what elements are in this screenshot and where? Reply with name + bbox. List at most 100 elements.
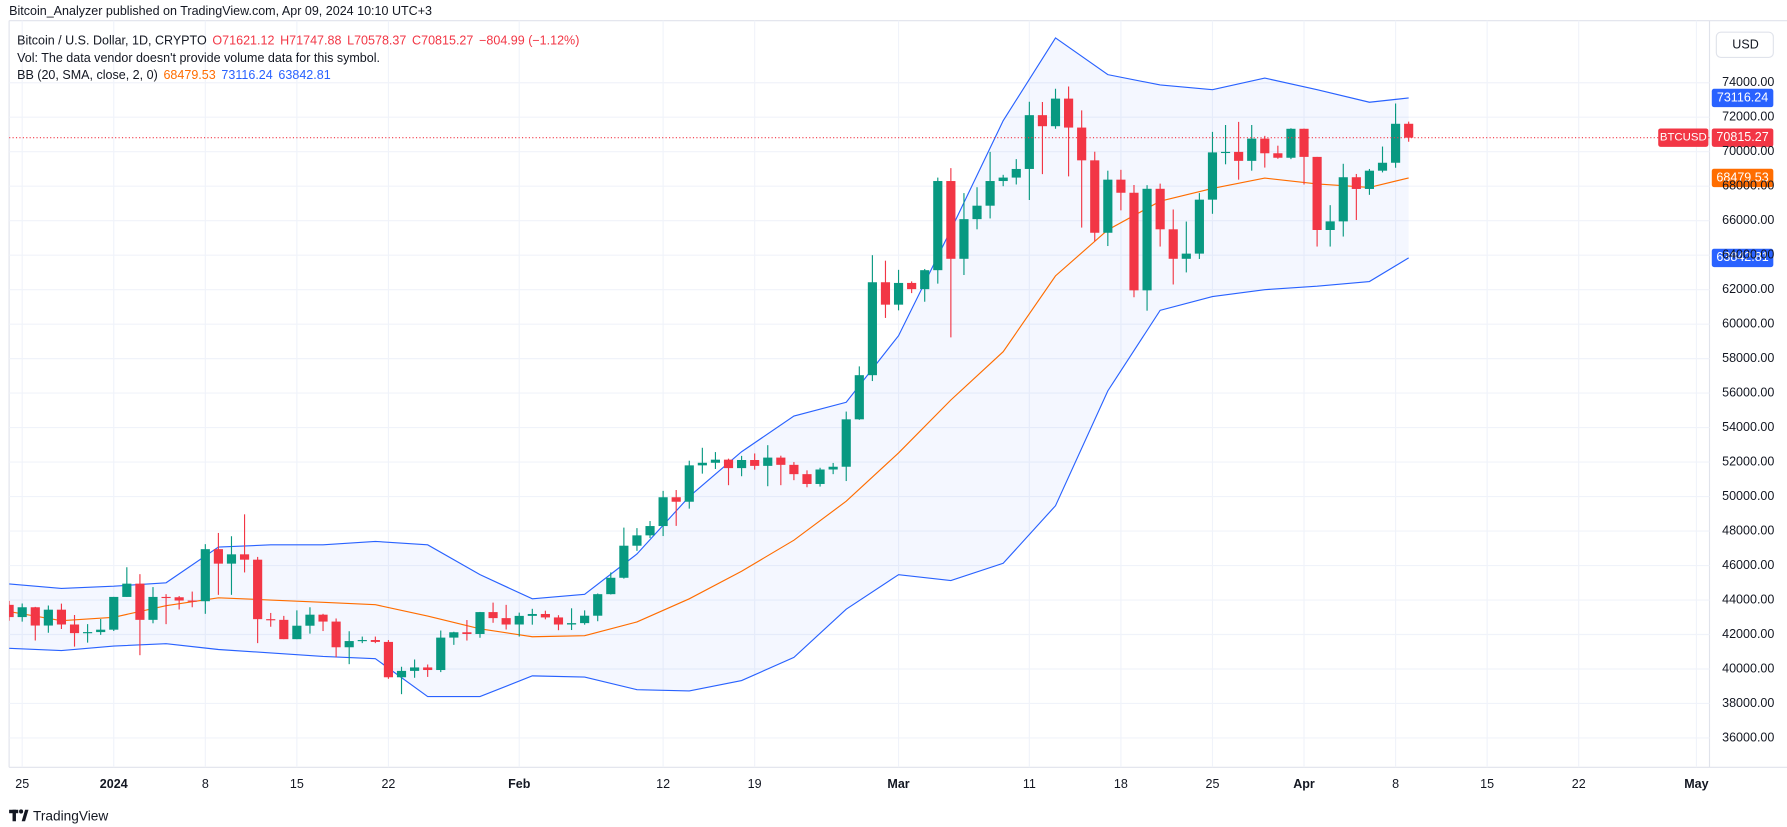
x-tick-label: 25 xyxy=(1205,777,1219,791)
x-tick-label: 22 xyxy=(381,777,395,791)
candle-body xyxy=(841,419,851,467)
x-tick-label: May xyxy=(1684,777,1708,791)
candle-body xyxy=(396,670,407,678)
candle-body xyxy=(83,632,93,634)
band-basis xyxy=(9,177,1409,638)
candle-body xyxy=(606,577,616,595)
candle-body xyxy=(985,181,995,206)
upper-tag: 73116.24 xyxy=(1717,90,1768,104)
legend-upper: 73116.24 xyxy=(221,68,272,82)
legend-change: −804.99 (−1.12%) xyxy=(479,34,579,48)
candle-body xyxy=(1116,179,1126,193)
candle-body xyxy=(593,594,603,616)
candle-body xyxy=(109,596,119,630)
candle-body xyxy=(279,619,289,640)
candle-body xyxy=(449,632,459,638)
candle-body xyxy=(933,181,943,271)
candle-body xyxy=(1260,138,1270,154)
candle-body xyxy=(893,282,904,305)
candle-body xyxy=(1077,127,1087,161)
x-tick-label: 11 xyxy=(1023,777,1036,791)
candle-body xyxy=(514,615,524,625)
candle-body xyxy=(854,375,864,420)
candle-body xyxy=(357,640,367,642)
candle-body xyxy=(344,641,354,648)
y-tick-label: 36000.00 xyxy=(1722,730,1774,744)
candle-body xyxy=(370,640,380,642)
candle-body xyxy=(43,609,53,626)
band-lower xyxy=(9,257,1409,698)
candle-body xyxy=(488,612,498,619)
y-tick-label: 68000.00 xyxy=(1722,179,1774,193)
candle-body xyxy=(475,612,485,634)
candle-body xyxy=(1168,229,1178,259)
candle-body xyxy=(907,282,917,290)
candle-body xyxy=(959,219,969,259)
x-tick-label: Feb xyxy=(508,777,531,791)
candle-body xyxy=(1011,168,1021,178)
x-tick-label: 8 xyxy=(202,777,209,791)
currency[interactable]: USD xyxy=(1732,38,1758,52)
candle-body xyxy=(1273,153,1283,158)
candle-body xyxy=(645,526,655,536)
x-tick-label: 22 xyxy=(1572,777,1586,791)
candle-body xyxy=(239,554,250,560)
candle-body xyxy=(462,632,472,634)
symbol-tag: BTCUSD xyxy=(1660,132,1707,144)
candle-body xyxy=(920,270,930,290)
legend-ohlc: L70578.37 xyxy=(347,34,406,48)
basis-tag: 68479.53 xyxy=(1716,170,1768,184)
x-tick-label: Mar xyxy=(887,777,909,791)
candle-body xyxy=(331,621,341,648)
candle-body xyxy=(174,597,184,601)
x-tick-label: Apr xyxy=(1293,777,1315,791)
candle-body xyxy=(1234,151,1244,161)
candle-body xyxy=(1377,162,1388,171)
candle-body xyxy=(148,596,158,620)
y-tick-label: 72000.00 xyxy=(1722,110,1774,124)
candle-body xyxy=(122,583,132,597)
candle-body xyxy=(1037,115,1048,127)
candle-body xyxy=(9,604,14,618)
y-tick-label: 50000.00 xyxy=(1722,489,1774,503)
candle-body xyxy=(1103,179,1113,233)
candle-body xyxy=(1155,188,1165,230)
candle-body xyxy=(763,457,773,466)
overlay: 73116.24 70815.27 68479.53 63842.81 BTCUSD Bi… xyxy=(17,34,1774,268)
y-tick-label: 52000.00 xyxy=(1722,454,1774,468)
candle-body xyxy=(789,464,799,475)
candle-body xyxy=(1129,192,1139,291)
candle-body xyxy=(17,607,27,618)
currency-button[interactable] xyxy=(1715,31,1774,59)
y-tick-label: 58000.00 xyxy=(1722,351,1774,365)
candle-body xyxy=(1024,115,1034,169)
candle-body xyxy=(671,497,681,502)
band-fill xyxy=(9,37,1409,697)
candle-body xyxy=(1351,177,1361,189)
x-tick-label: 15 xyxy=(1480,777,1494,791)
candle-body xyxy=(200,549,210,602)
candle-body xyxy=(1247,138,1257,161)
candle-body xyxy=(305,614,315,626)
candle-body xyxy=(161,596,171,599)
legend-ohlc: C70815.27 xyxy=(412,34,473,48)
basis-tag-bg xyxy=(1711,168,1774,188)
y-tick-label: 60000.00 xyxy=(1722,316,1774,330)
candle-body xyxy=(723,459,734,469)
y-tick-label: 70000.00 xyxy=(1722,144,1774,158)
x-tick-label: 25 xyxy=(15,777,29,791)
y-tick-label: 46000.00 xyxy=(1722,558,1774,572)
y-tick-label: 74000.00 xyxy=(1722,75,1774,89)
y-tick-label: 44000.00 xyxy=(1722,592,1774,606)
candle-body xyxy=(1194,199,1204,254)
candle-body xyxy=(1312,156,1322,230)
candle-body xyxy=(501,618,511,625)
candle-body xyxy=(410,667,420,671)
y-tick-label: 48000.00 xyxy=(1722,523,1774,537)
candle-body xyxy=(540,613,550,618)
legend-basis: 68479.53 xyxy=(163,68,215,82)
candle-body xyxy=(750,460,760,466)
candle-body xyxy=(1391,123,1401,163)
